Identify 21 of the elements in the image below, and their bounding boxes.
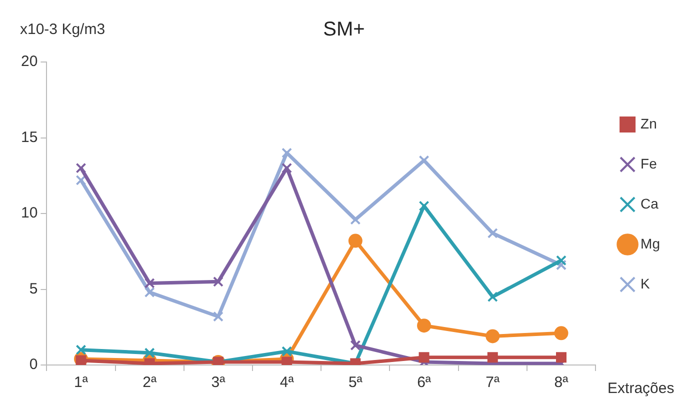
y-axis-title: x10-3 Kg/m3 xyxy=(20,21,106,38)
x-tick-label: 3ª xyxy=(211,374,226,392)
y-tick-label: 20 xyxy=(20,53,38,70)
legend-label: Fe xyxy=(640,155,658,172)
legend-label: Ca xyxy=(640,195,659,212)
x-axis-title: Extrações xyxy=(608,380,674,398)
y-tick-label: 5 xyxy=(29,280,38,298)
y-tick-label: 10 xyxy=(20,204,38,222)
x-tick-label: 8ª xyxy=(554,374,569,392)
x-tick-label: 5ª xyxy=(348,374,363,392)
legend-label: Mg xyxy=(640,235,660,252)
x-tick-label: 4ª xyxy=(280,374,294,392)
x-tick-label: 2ª xyxy=(142,374,157,392)
legend-label: Zn xyxy=(640,115,657,132)
legend-label: K xyxy=(640,275,651,292)
x-tick-label: 1ª xyxy=(74,374,88,392)
y-tick-label: 15 xyxy=(20,128,38,146)
x-tick-label: 6ª xyxy=(417,374,432,392)
y-tick-label: 0 xyxy=(29,356,38,374)
x-tick-label: 7ª xyxy=(486,374,500,392)
chart-title: SM+ xyxy=(323,18,365,41)
